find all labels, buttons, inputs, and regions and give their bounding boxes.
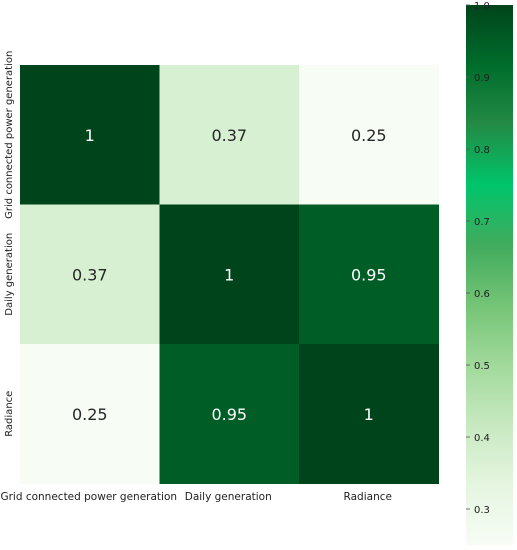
y-tick-labels: Grid connected power generation Daily gen… <box>4 51 15 437</box>
cell-value-label: 0.25 <box>72 405 108 424</box>
colorbar-tick-label: 0.4 <box>474 433 490 444</box>
colorbar-tick-label: 0.3 <box>474 505 490 516</box>
heatmap-cell <box>20 344 160 484</box>
heatmap-cell <box>299 65 439 205</box>
colorbar-tick-label: 0.9 <box>474 73 490 84</box>
colorbar-tick-label: 0.8 <box>474 145 490 156</box>
x-tick-label: Grid connected power generation <box>0 491 177 503</box>
colorbar-tick-label: 1.0 <box>474 1 490 12</box>
x-tick-label: Radiance <box>344 491 392 503</box>
cell-value-label: 0.95 <box>351 265 387 284</box>
heatmap-cell <box>159 65 300 205</box>
y-tick-label: Radiance <box>4 391 15 437</box>
y-tick-label: Grid connected power generation <box>4 51 15 219</box>
cell-value-label: 0.37 <box>211 126 247 145</box>
x-tick-label: Daily generation <box>185 491 272 503</box>
heatmap-cell <box>159 344 300 484</box>
cell-value-label: 1 <box>364 405 374 424</box>
heatmap-cells <box>20 65 439 484</box>
colorbar-tick-label: 0.5 <box>474 361 490 372</box>
heatmap-annotations: 1 0.37 0.25 0.37 1 0.95 0.25 0.95 1 <box>72 126 387 424</box>
colorbar-gradient <box>466 5 513 545</box>
colorbar: 0.3 0.4 0.5 0.6 0.7 0.8 0.9 1.0 <box>466 1 513 545</box>
colorbar-tick-label: 0.7 <box>474 217 490 228</box>
colorbar-tick-label: 0.6 <box>474 289 490 300</box>
cell-value-label: 0.37 <box>72 265 108 284</box>
cell-value-label: 1 <box>224 265 234 284</box>
cell-value-label: 1 <box>85 126 95 145</box>
heatmap-cell <box>20 204 160 345</box>
y-tick-label: Daily generation <box>4 233 15 316</box>
heatmap-cell <box>299 204 439 345</box>
heatmap-cell <box>20 65 160 205</box>
cell-value-label: 0.25 <box>351 126 387 145</box>
heatmap-cell <box>299 344 439 484</box>
cell-value-label: 0.95 <box>211 405 247 424</box>
x-tick-labels: Grid connected power generation Daily gen… <box>0 491 392 503</box>
heatmap-cell <box>159 204 300 345</box>
